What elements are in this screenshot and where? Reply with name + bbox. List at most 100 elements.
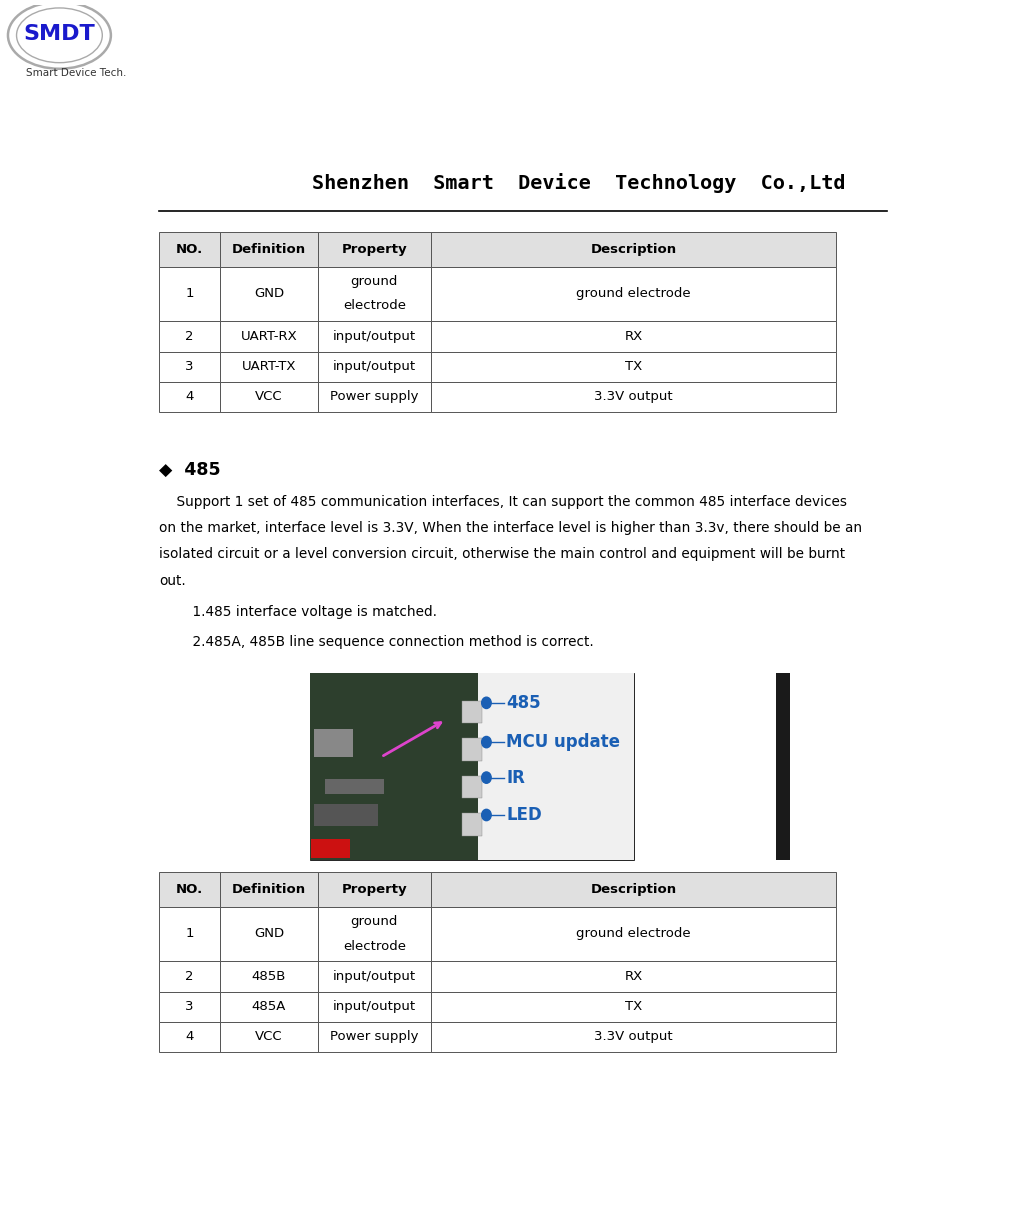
Bar [220, 352, 318, 381]
Circle shape [482, 809, 491, 820]
Text: RX: RX [625, 330, 642, 343]
Bar [431, 1021, 836, 1052]
Text: ◆  485: ◆ 485 [159, 461, 221, 479]
Text: 3.3V output: 3.3V output [594, 1030, 673, 1043]
Text: 3.3V output: 3.3V output [594, 390, 673, 403]
Bar [431, 232, 836, 266]
Bar [220, 232, 318, 266]
Bar [318, 992, 431, 1021]
Bar [309, 673, 478, 859]
Text: GND: GND [254, 927, 284, 940]
Bar [463, 738, 482, 761]
Bar [431, 872, 836, 906]
Bar [478, 673, 634, 859]
Bar [463, 701, 482, 723]
Text: ground: ground [350, 916, 398, 928]
Bar [159, 1021, 220, 1052]
Text: Support 1 set of 485 communication interfaces, It can support the common 485 int: Support 1 set of 485 communication inter… [159, 494, 847, 509]
Text: Description: Description [590, 243, 677, 256]
Text: input/output: input/output [333, 360, 416, 373]
Bar [431, 906, 836, 961]
Circle shape [482, 772, 491, 783]
Circle shape [482, 737, 491, 748]
Text: 3: 3 [185, 1000, 194, 1013]
Bar [220, 872, 318, 906]
Bar [431, 352, 836, 381]
Bar [431, 961, 836, 992]
Text: Definition: Definition [232, 883, 306, 896]
Bar [776, 673, 790, 859]
Text: SMDT: SMDT [23, 23, 95, 44]
Bar [159, 232, 220, 266]
Text: 4: 4 [185, 390, 194, 403]
Bar [309, 673, 634, 859]
Text: 2: 2 [185, 330, 194, 343]
Text: input/output: input/output [333, 1000, 416, 1013]
Bar [220, 266, 318, 321]
Text: 2: 2 [185, 970, 194, 983]
Text: ground: ground [350, 276, 398, 288]
Text: MCU update: MCU update [506, 733, 620, 752]
Text: TX: TX [625, 360, 642, 373]
Bar [318, 1021, 431, 1052]
Text: TX: TX [625, 1000, 642, 1013]
Text: input/output: input/output [333, 330, 416, 343]
Bar [318, 321, 431, 352]
Text: ground electrode: ground electrode [576, 927, 691, 940]
Bar [220, 1021, 318, 1052]
Text: Description: Description [590, 883, 677, 896]
Text: NO.: NO. [176, 243, 203, 256]
Bar [318, 266, 431, 321]
Text: on the market, interface level is 3.3V, When the interface level is higher than : on the market, interface level is 3.3V, … [159, 521, 863, 535]
Bar [431, 381, 836, 412]
Text: out.: out. [159, 574, 186, 587]
Text: Shenzhen  Smart  Device  Technology  Co.,Ltd: Shenzhen Smart Device Technology Co.,Ltd [311, 173, 845, 192]
Bar [159, 266, 220, 321]
Bar [318, 381, 431, 412]
Text: GND: GND [254, 287, 284, 300]
Text: Power supply: Power supply [330, 1030, 419, 1043]
Text: Smart Device Tech.: Smart Device Tech. [27, 67, 127, 78]
Bar [431, 266, 836, 321]
Text: 4: 4 [185, 1030, 194, 1043]
Text: 485B: 485B [251, 970, 286, 983]
Bar [220, 992, 318, 1021]
Bar [431, 992, 836, 1021]
Text: UART-TX: UART-TX [242, 360, 296, 373]
Text: 2.485A, 485B line sequence connection method is correct.: 2.485A, 485B line sequence connection me… [176, 635, 594, 649]
Text: VCC: VCC [255, 390, 283, 403]
Circle shape [482, 698, 491, 709]
Text: ground electrode: ground electrode [576, 287, 691, 300]
Bar [318, 872, 431, 906]
Text: 1: 1 [185, 927, 194, 940]
Bar [313, 804, 379, 826]
Bar [159, 352, 220, 381]
Text: 485A: 485A [251, 1000, 286, 1013]
Text: input/output: input/output [333, 970, 416, 983]
Bar [220, 961, 318, 992]
Bar [159, 381, 220, 412]
Bar [159, 992, 220, 1021]
Text: isolated circuit or a level conversion circuit, otherwise the main control and e: isolated circuit or a level conversion c… [159, 547, 845, 562]
Text: IR: IR [506, 769, 525, 787]
Bar [463, 813, 482, 836]
Bar [159, 321, 220, 352]
Bar [318, 232, 431, 266]
Bar [313, 729, 352, 756]
Text: VCC: VCC [255, 1030, 283, 1043]
Text: 3: 3 [185, 360, 194, 373]
Text: Property: Property [342, 243, 407, 256]
Bar [326, 780, 384, 794]
Text: 1.485 interface voltage is matched.: 1.485 interface voltage is matched. [176, 604, 437, 619]
Bar [431, 321, 836, 352]
Bar [159, 961, 220, 992]
Text: electrode: electrode [343, 939, 406, 953]
Text: 1: 1 [185, 287, 194, 300]
Text: UART-RX: UART-RX [241, 330, 297, 343]
Text: electrode: electrode [343, 299, 406, 313]
Text: LED: LED [506, 805, 542, 824]
Bar [311, 840, 350, 858]
Bar [220, 381, 318, 412]
Text: 485: 485 [506, 694, 541, 712]
Bar [220, 321, 318, 352]
